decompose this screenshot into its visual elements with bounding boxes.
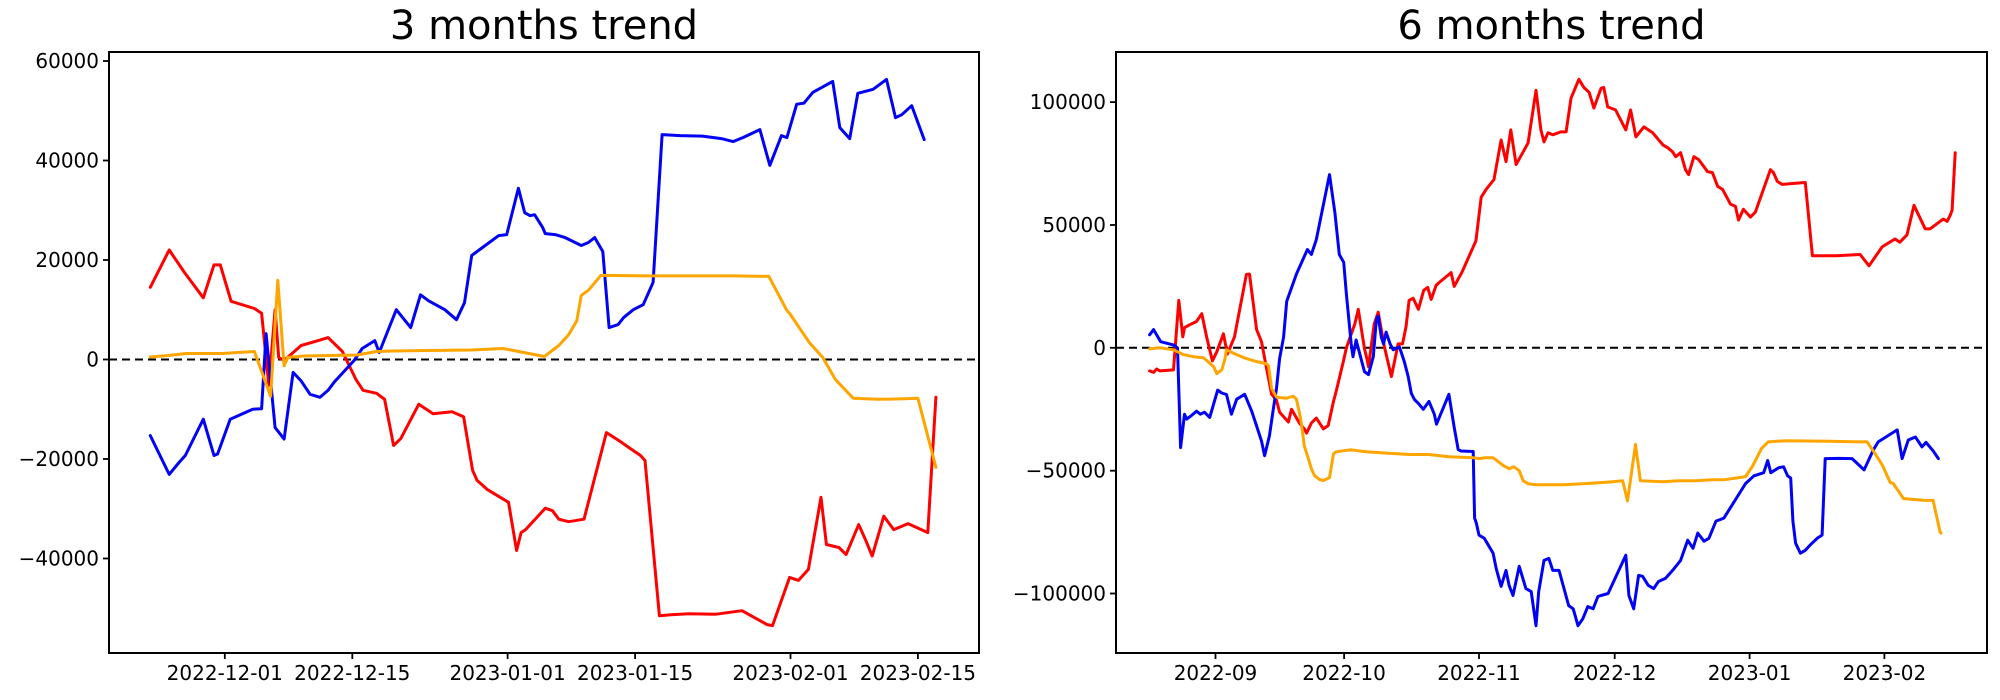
x-tick-label: 2023-01-01: [449, 661, 565, 685]
y-tick-label: −20000: [19, 447, 99, 471]
x-tick-label: 2023-01: [1708, 661, 1792, 685]
chart-title-right: 6 months trend: [1397, 3, 1706, 49]
x-tick-label: 2022-12-01: [167, 661, 283, 685]
y-tick-label: 40000: [35, 149, 99, 173]
x-tick-label: 2022-10: [1302, 661, 1386, 685]
axes-spines: [108, 51, 980, 654]
x-tick-label: 2022-12-15: [294, 661, 410, 685]
red-line: [1148, 77, 1957, 435]
x-tick-label: 2023-01-15: [577, 661, 693, 685]
y-tick-label: 20000: [35, 248, 99, 272]
blue-line: [1148, 173, 1940, 628]
x-tick-label: 2023-02-01: [732, 661, 848, 685]
chart-left-3-months: 2022-12-01 2022-12-15 2023-01-01 2023-01-15…: [19, 49, 980, 685]
y-tick-label: 50000: [1042, 213, 1106, 237]
orange-line: [148, 273, 938, 469]
x-tick-label: 2022-12: [1573, 661, 1657, 685]
blue-line: [148, 77, 926, 476]
x-tick-label: 2022-11: [1437, 661, 1521, 685]
chart-title-left: 3 months trend: [389, 3, 699, 49]
x-tick-label: 2022-09: [1174, 661, 1258, 685]
y-tick-label: 100000: [1030, 90, 1106, 114]
y-tick-label: −50000: [1026, 459, 1106, 483]
x-tick-label: 2023-02: [1843, 661, 1927, 685]
red-line: [148, 248, 938, 628]
chart-right-6-months: 2022-09 2022-10 2022-11 2022-12 2023-01 2023-…: [1013, 51, 1988, 685]
orange-line: [1148, 346, 1943, 535]
y-tick-label: −40000: [19, 547, 99, 571]
x-tick-label: 2023-02-15: [860, 661, 976, 685]
y-tick-label: 0: [86, 348, 99, 372]
axes-spines: [1115, 51, 1988, 654]
y-tick-label: 60000: [35, 49, 99, 73]
y-tick-label: 0: [1093, 336, 1106, 360]
y-tick-label: −100000: [1013, 582, 1106, 606]
